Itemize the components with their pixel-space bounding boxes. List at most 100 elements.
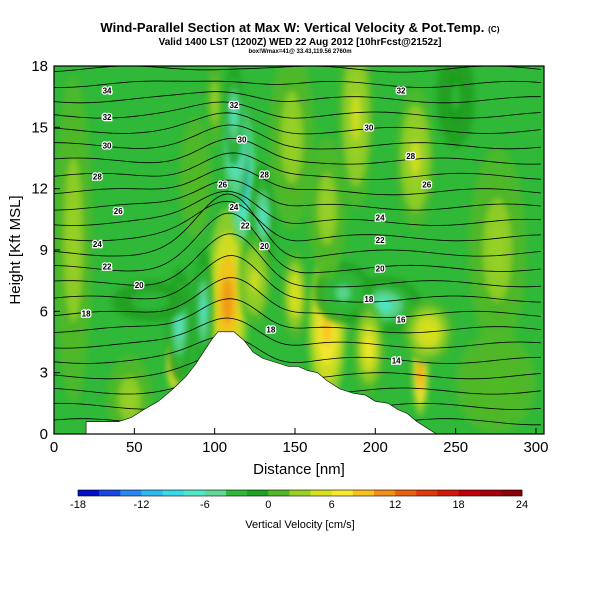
isentrope-label: 20 [135,281,144,290]
copyright-mark: (C) [488,25,500,34]
y-axis-label: Height [Kft MSL] [7,195,24,304]
colorbar-frame [77,489,523,497]
velocity-feature [314,262,373,324]
colorbar-swatch [416,490,438,496]
isentrope-lines [54,66,541,426]
isentrope-label: 30 [238,136,247,145]
colorbar-swatch [141,490,163,496]
velocity-feature [455,331,536,434]
terrain-mask [54,331,544,434]
colorbar-tick-label: 18 [452,499,464,511]
colorbar-tick-label: -12 [133,499,149,511]
velocity-band [140,296,161,307]
isentrope [54,190,541,226]
colorbar-tick-label: 0 [265,499,271,511]
y-tick-label: 15 [31,119,48,136]
colorbar-swatch [162,490,185,496]
y-tick-label: 9 [40,242,48,259]
isentrope [54,166,541,196]
isentrope [54,91,541,104]
y-tick-label: 12 [31,181,48,198]
velocity-band [212,91,217,115]
y-tick-label: 3 [40,365,48,382]
colorbar-swatch [226,490,248,496]
isentrope [54,179,541,211]
colorbar-swatch [99,490,121,496]
x-tick-label: 200 [363,439,388,456]
isentrope [54,255,541,303]
isentrope-label: 16 [397,316,406,325]
velocity-band [286,114,298,161]
isentrope-label: 14 [392,356,401,365]
isentrope [54,112,541,135]
colorbar-tick-label: 24 [516,499,528,511]
colorbar-swatch [458,490,481,496]
isentrope-label: 20 [376,264,385,273]
x-tick-label: 100 [202,439,227,456]
colorbar-swatch [374,490,396,496]
isentrope-label: 18 [82,309,91,318]
isentrope [54,80,541,88]
colorbar-swatch [120,490,142,496]
colorbar-swatch [479,490,502,496]
velocity-band [335,285,351,301]
chart-title-text: Wind-Parallel Section at Max W: Vertical… [100,20,485,35]
velocity-band [351,94,361,141]
colorbar-label: Vertical Velocity [cm/s] [245,519,354,531]
isentrope-label: 24 [93,240,102,249]
y-tick-label: 6 [40,303,48,320]
isentrope-labels: 3432302826242220183230282624222018323028… [80,85,433,366]
velocity-feature [193,250,214,373]
colorbar-swatch [247,490,269,496]
colorbar-swatch [395,490,417,496]
isentrope [54,137,541,165]
velocity-feature [352,301,385,396]
isentrope-label: 24 [229,203,238,212]
isentrope [54,193,541,259]
isentrope [54,101,541,119]
colorbar-swatch [352,490,375,496]
velocity-feature [224,66,244,167]
colorbar-swatch [289,490,311,496]
isentrope [54,200,541,242]
x-tick-label: 50 [126,439,143,456]
colorbar-tick-label: 12 [389,499,401,511]
isentrope-label: 32 [103,113,112,122]
isentrope-label: 32 [397,87,406,96]
isentrope-label: 22 [241,221,250,230]
colorbar-swatch [310,490,333,496]
colorbar-swatch [204,490,227,496]
isentrope-label: 28 [93,172,102,181]
chart-info: box!Wmax=41@ 33.43,119.56 2760m [248,49,352,55]
velocity-band [191,163,200,194]
isentrope-label: 24 [376,213,385,222]
velocity-feature [238,235,271,326]
colorbar-tick-label: 6 [329,499,335,511]
colorbar-swatch [437,490,459,496]
y-axis: 0 3 6 9 12 15 18 [31,58,60,443]
velocity-band [364,336,373,360]
isentrope-label: 32 [229,101,238,110]
velocity-band [222,278,233,325]
isentrope-label: 30 [103,142,112,151]
velocity-band [123,388,136,411]
velocity-band [418,361,423,384]
velocity-band [291,283,299,307]
colorbar-swatch [331,490,354,496]
velocity-band [231,102,237,128]
isentrope-label: 26 [114,207,123,216]
velocity-feature [468,147,527,353]
x-tick-label: 150 [282,439,307,456]
x-tick-label: 0 [50,439,58,456]
colorbar: -18 -12 -6 0 6 12 18 24 [70,489,528,511]
x-tick-label: 250 [443,439,468,456]
isentrope-label: 18 [364,295,373,304]
y-tick-label: 0 [40,426,48,443]
isentrope [54,277,541,318]
isentrope-label: 28 [260,170,269,179]
velocity-feature [179,117,212,240]
isentrope [54,335,541,364]
isentrope [54,124,541,150]
velocity-feature [396,86,435,230]
isentrope-label: 34 [103,87,112,96]
